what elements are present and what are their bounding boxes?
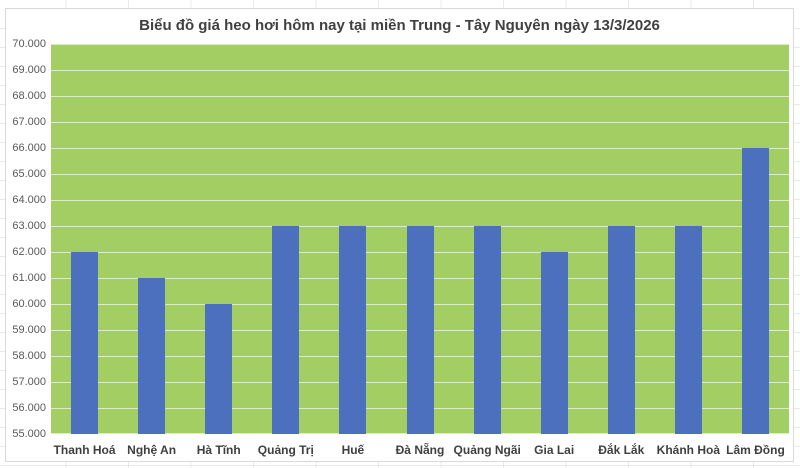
bar-thanh-hoá[interactable] — [71, 252, 99, 434]
y-axis-tick-label: 67.000 — [12, 116, 46, 128]
bar-nghệ-an[interactable] — [138, 278, 166, 434]
y-axis-tick-label: 62.000 — [12, 246, 46, 258]
bar-hà-tĩnh[interactable] — [205, 304, 233, 434]
x-axis-category-label: Quảng Trị — [257, 443, 314, 457]
y-axis-tick-label: 68.000 — [12, 90, 46, 102]
y-axis-tick-label: 65.000 — [12, 168, 46, 180]
x-axis-category-label: Lâm Đồng — [726, 443, 785, 457]
bar-đà-nẵng[interactable] — [406, 226, 434, 434]
y-axis-tick-label: 63.000 — [12, 220, 46, 232]
x-axis-category-label: Huế — [341, 443, 365, 457]
bar-quảng-ngãi[interactable] — [473, 226, 501, 434]
plot-area — [51, 44, 789, 434]
gridline — [51, 96, 789, 97]
x-axis-category-label: Đắk Lắk — [598, 443, 645, 457]
gridline — [51, 174, 789, 175]
y-axis-tick-label: 55.000 — [12, 428, 46, 440]
y-axis-tick-label: 69.000 — [12, 64, 46, 76]
bar-huế[interactable] — [339, 226, 367, 434]
x-axis-category-label: Hà Tĩnh — [196, 443, 241, 457]
x-axis-category-label: Thanh Hoá — [53, 443, 116, 457]
x-axis-category-label: Đà Nẵng — [395, 443, 445, 457]
x-axis-category-label: Quảng Ngãi — [453, 443, 521, 457]
gridline — [51, 122, 789, 123]
y-axis-tick-label: 59.000 — [12, 324, 46, 336]
bar-khánh-hoà[interactable] — [674, 226, 702, 434]
gridline — [51, 44, 789, 45]
chart-canvas[interactable]: Biểu đồ giá heo hơi hôm nay tại miền Tru… — [5, 8, 794, 462]
y-axis-tick-label: 61.000 — [12, 272, 46, 284]
bar-gia-lai[interactable] — [540, 252, 568, 434]
y-axis-tick-label: 66.000 — [12, 142, 46, 154]
y-axis-tick-label: 57.000 — [12, 376, 46, 388]
gridline — [51, 148, 789, 149]
bar-lâm-đồng[interactable] — [741, 148, 769, 434]
y-axis-tick-label: 56.000 — [12, 402, 46, 414]
bar-quảng-trị[interactable] — [272, 226, 300, 434]
x-axis-category-label: Gia Lai — [534, 443, 575, 457]
bar-đắk-lắk[interactable] — [607, 226, 635, 434]
y-axis-tick-label: 60.000 — [12, 298, 46, 310]
x-axis-category-label: Khánh Hoà — [656, 443, 721, 457]
gridline — [51, 70, 789, 71]
x-axis-category-label: Nghệ An — [127, 443, 177, 457]
y-axis-tick-label: 58.000 — [12, 350, 46, 362]
gridline — [51, 200, 789, 201]
chart-title: Biểu đồ giá heo hơi hôm nay tại miền Tru… — [139, 17, 660, 34]
y-axis-tick-label: 70.000 — [12, 38, 46, 50]
y-axis-tick-label: 64.000 — [12, 194, 46, 206]
